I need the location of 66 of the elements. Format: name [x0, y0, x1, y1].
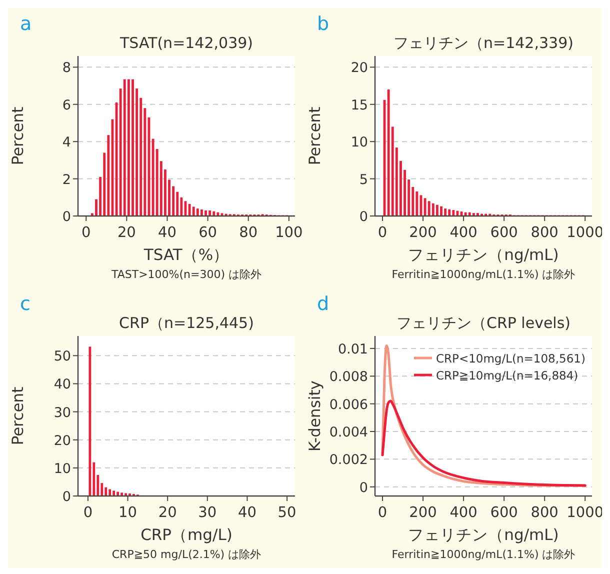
x-axis-title: CRP（mg/L) [140, 526, 232, 544]
x-tick-label: 400 [450, 505, 478, 521]
text: c [20, 293, 30, 315]
legend-label: CRP≧10mg/L(n=16,884) [436, 368, 578, 382]
x-tick-label: 0 [81, 225, 91, 241]
x-tick-label: 600 [490, 505, 518, 521]
y-axis-title: Percent [9, 386, 27, 446]
x-tick-label: 400 [450, 225, 478, 241]
y-tick-label: 0.008 [329, 369, 368, 386]
x-tick-label: 200 [409, 505, 437, 521]
x-tick-label: 20 [158, 505, 177, 521]
y-tick-label: 50 [54, 348, 71, 365]
x-tick-label: 800 [530, 225, 558, 241]
legend-label: CRP<10mg/L(n=108,561) [436, 352, 586, 366]
x-tick-label: 0 [378, 225, 388, 241]
x-axis-title: フェリチン（ng/mL) [408, 246, 559, 264]
y-axis-title: Percent [9, 106, 27, 166]
x-tick-label: 200 [409, 225, 437, 241]
y-tick-label: 6 [62, 97, 71, 114]
x-tick-label: 50 [278, 505, 296, 521]
y-tick-label: 40 [54, 376, 71, 393]
y-tick-label: 15 [350, 97, 368, 114]
text: CRP≧50 mg/L(2.1%) は除外 [112, 548, 262, 561]
y-tick-label: 8 [62, 60, 71, 76]
y-tick-label: 0.006 [329, 396, 368, 413]
y-tick-label: 0 [359, 209, 368, 225]
chart-title: フェリチン（CRP levels) [396, 314, 571, 332]
y-tick-label: 0.004 [329, 424, 368, 440]
y-tick-label: 5 [359, 172, 368, 188]
y-tick-label: 20 [350, 60, 368, 76]
chart-title: CRP（n=125,445) [119, 314, 254, 332]
y-tick-label: 0.002 [329, 452, 368, 468]
text: a [20, 13, 32, 35]
text: b [317, 13, 330, 35]
x-tick-label: 0 [83, 505, 93, 521]
x-tick-label: 40 [238, 505, 256, 521]
x-tick-label: 80 [239, 225, 258, 241]
y-tick-label: 4 [62, 134, 71, 151]
x-tick-label: 60 [198, 225, 218, 241]
y-tick-label: 10 [54, 460, 71, 477]
text: TAST>100%(n=300) は除外 [110, 268, 262, 281]
y-tick-label: 20 [54, 432, 71, 449]
x-tick-label: 30 [198, 505, 217, 521]
x-tick-label: 100 [275, 225, 303, 241]
text: Ferritin≧1000ng/mL(1.1%) は除外 [392, 548, 576, 561]
x-axis-title: フェリチン（ng/mL) [408, 526, 559, 544]
x-tick-label: 800 [530, 505, 558, 521]
y-tick-label: 30 [54, 404, 71, 421]
y-tick-label: 0.01 [338, 341, 368, 358]
text: Ferritin≧1000ng/mL(1.1%) は除外 [392, 268, 576, 281]
y-tick-label: 0 [62, 489, 71, 505]
x-tick-label: 40 [158, 225, 176, 241]
chart-title: TSAT(n=142,039) [118, 34, 254, 52]
x-tick-label: 600 [490, 225, 518, 241]
y-tick-label: 10 [350, 134, 368, 151]
y-axis-title: Percent [306, 106, 324, 166]
x-tick-label: 0 [378, 505, 388, 521]
x-axis-title: TSAT（%） [142, 246, 230, 264]
x-tick-label: 10 [118, 505, 137, 521]
y-tick-label: 0 [359, 480, 368, 496]
x-tick-label: 20 [117, 225, 136, 241]
text: d [317, 293, 330, 315]
y-tick-label: 0 [62, 209, 71, 225]
chart-title: フェリチン（n=142,339) [394, 34, 574, 52]
y-tick-label: 2 [62, 172, 71, 188]
y-axis-title: K-density [306, 380, 324, 452]
